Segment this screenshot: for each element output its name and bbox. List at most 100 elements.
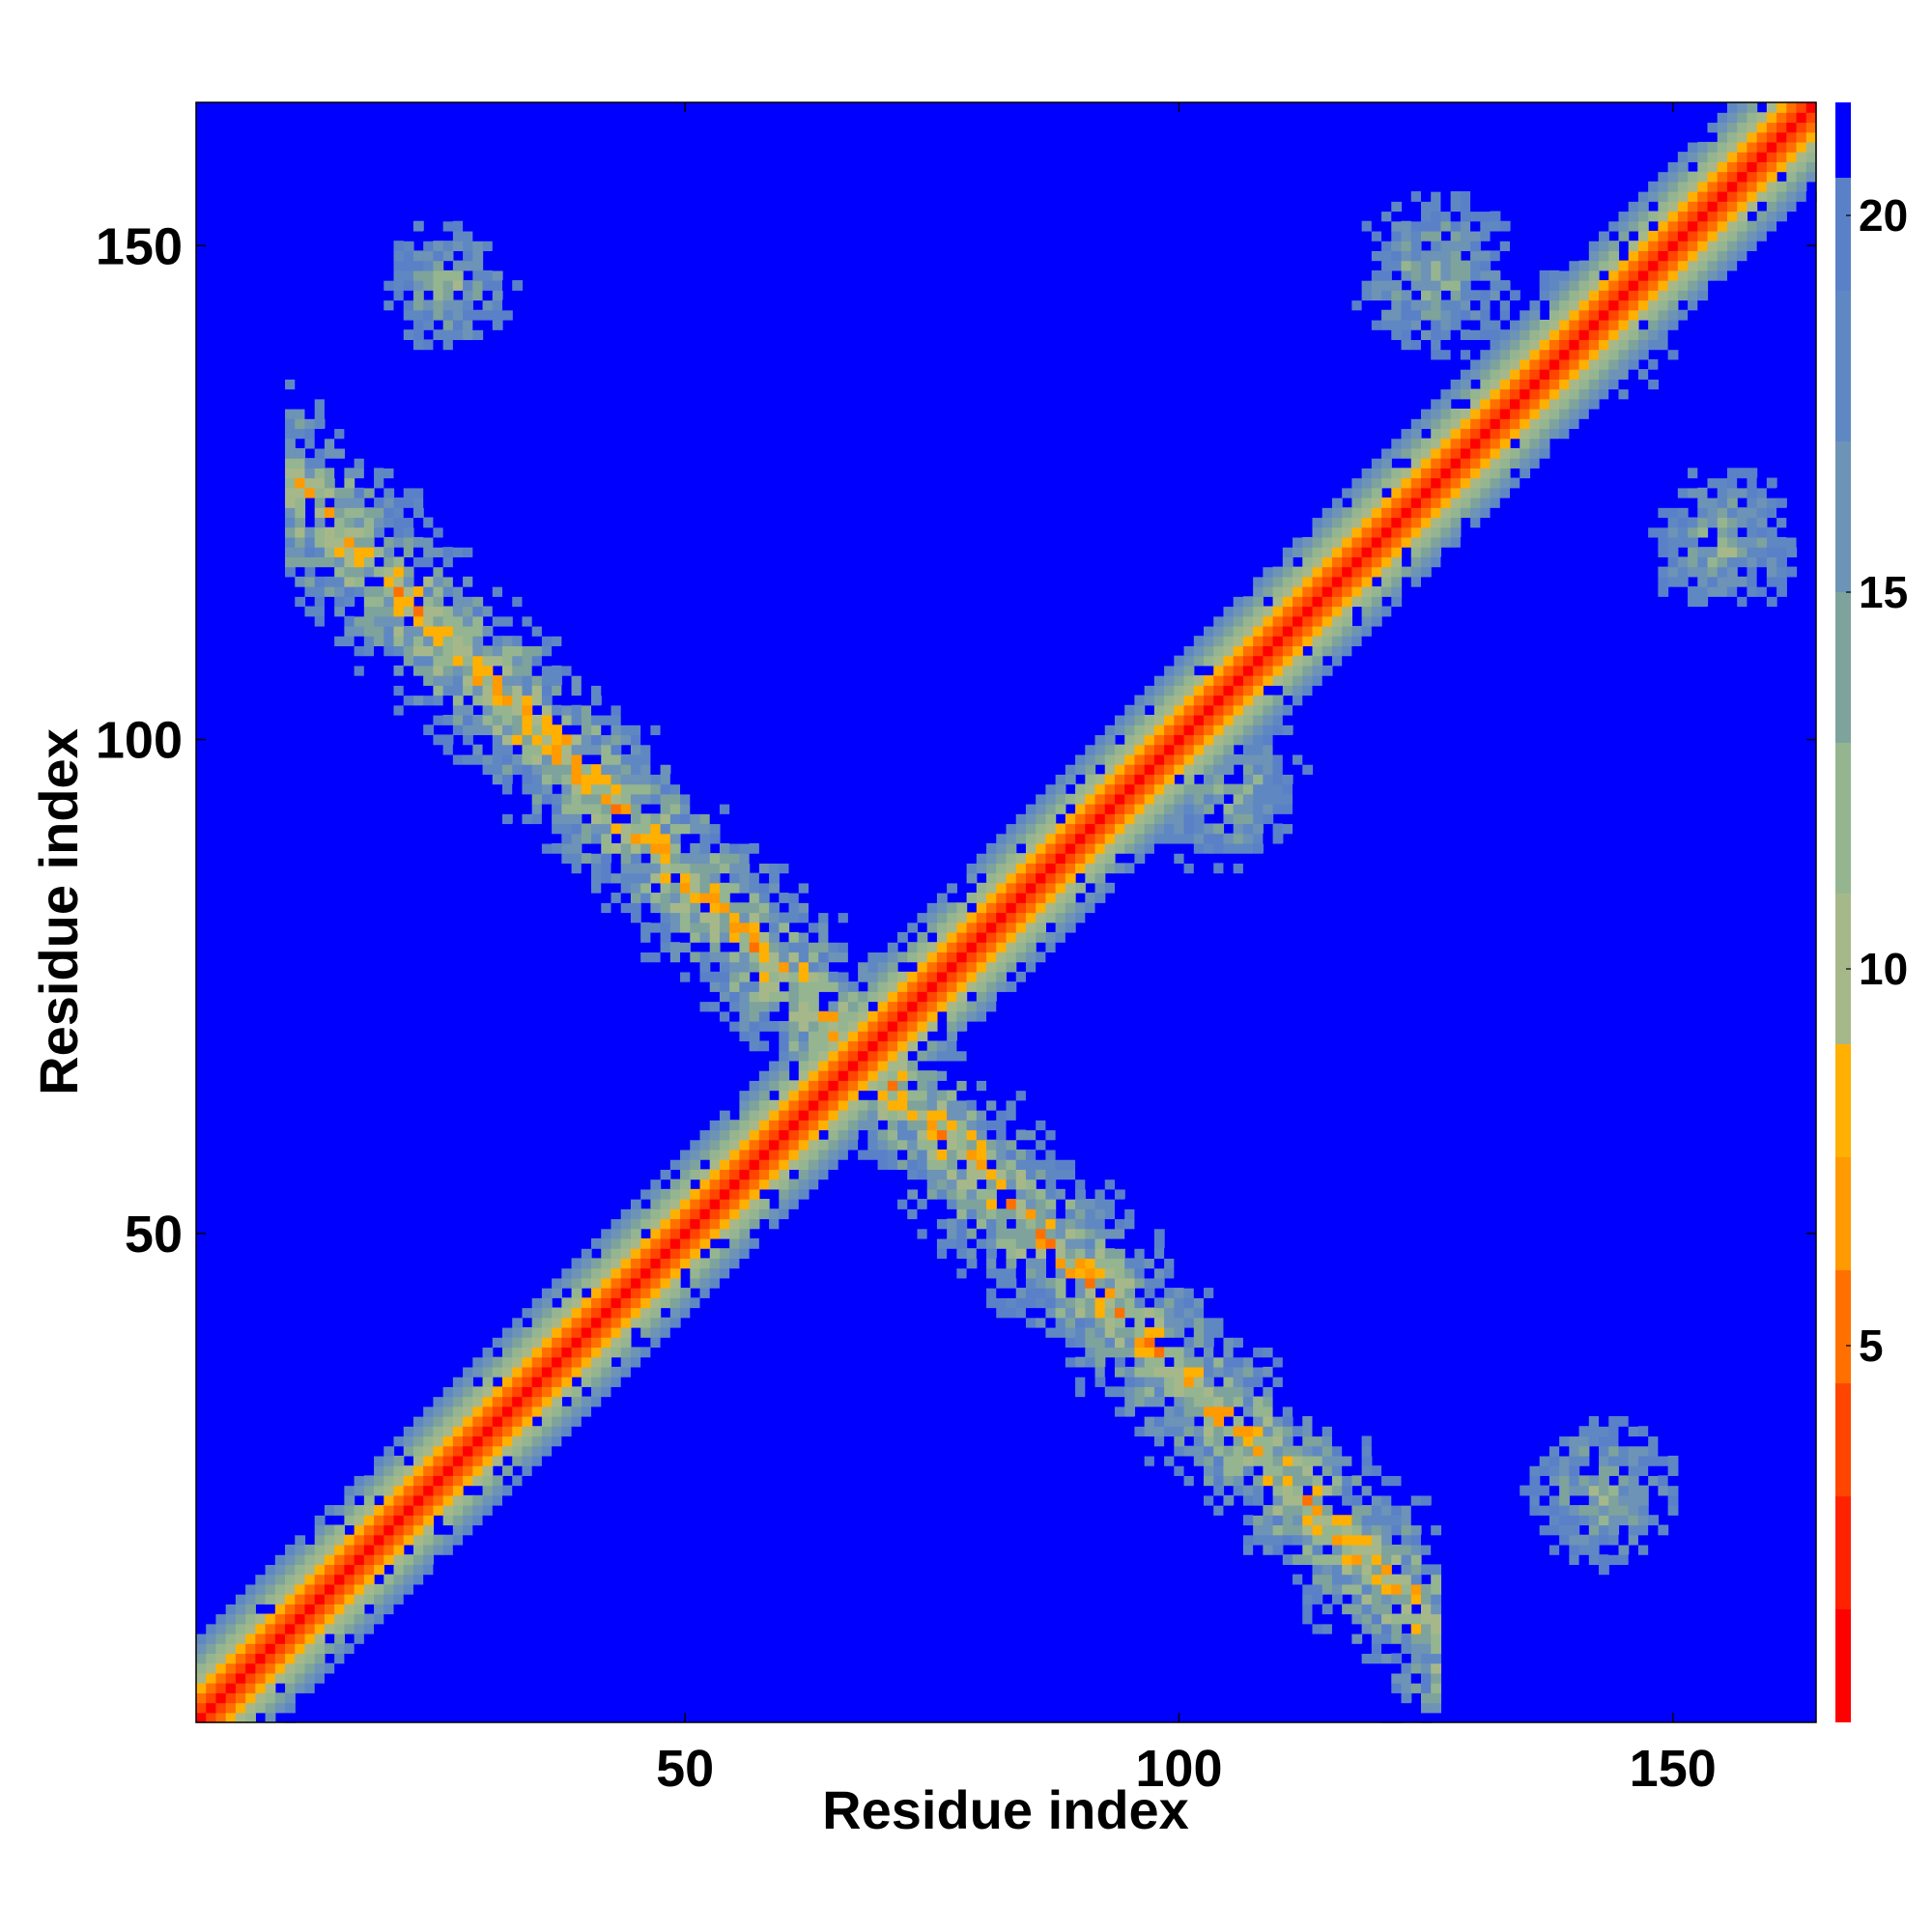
heatmap-cell: [374, 438, 384, 449]
heatmap-cell: [976, 1060, 987, 1071]
heatmap-cell: [1331, 615, 1343, 627]
heatmap-cell: [1015, 872, 1027, 884]
heatmap-cell: [1331, 1633, 1343, 1644]
heatmap-cell: [295, 1604, 306, 1615]
heatmap-cell: [1361, 526, 1373, 538]
heatmap-cell: [956, 1010, 968, 1022]
heatmap-cell: [442, 615, 454, 627]
heatmap-cell: [591, 1377, 602, 1387]
heatmap-cell: [1045, 793, 1057, 805]
heatmap-cell: [1124, 813, 1136, 825]
heatmap-cell: [739, 1159, 751, 1170]
heatmap-cell: [324, 1672, 335, 1684]
heatmap-cell: [769, 991, 780, 1003]
heatmap-cell: [1144, 1465, 1155, 1476]
heatmap-cell: [501, 1465, 513, 1476]
heatmap-cell: [620, 833, 632, 844]
heatmap-cell: [412, 1494, 424, 1506]
heatmap-cell: [393, 1435, 405, 1447]
heatmap-cell: [1242, 1465, 1254, 1476]
heatmap-cell: [384, 447, 395, 459]
heatmap-cell: [1361, 606, 1373, 617]
heatmap-cell: [897, 1188, 908, 1200]
heatmap-cell: [1104, 1297, 1116, 1309]
heatmap-cell: [947, 931, 957, 943]
heatmap-cell: [344, 497, 355, 508]
heatmap-cell: [858, 1169, 868, 1180]
heatmap-cell: [384, 1455, 395, 1466]
heatmap-cell: [976, 902, 987, 914]
heatmap-cell: [1164, 1445, 1175, 1457]
heatmap-cell: [947, 1090, 957, 1101]
heatmap-cell: [1174, 1347, 1185, 1358]
heatmap-cell: [1193, 675, 1205, 686]
heatmap-cell: [463, 1534, 473, 1546]
heatmap-cell: [1213, 1277, 1225, 1289]
heatmap-cell: [1174, 655, 1185, 667]
heatmap-cell: [1153, 695, 1165, 706]
heatmap-cell: [571, 1297, 582, 1309]
heatmap-cell: [423, 477, 435, 489]
heatmap-cell: [1272, 615, 1284, 627]
heatmap-cell: [936, 1228, 948, 1239]
heatmap-cell: [917, 1010, 928, 1022]
heatmap-cell: [749, 1139, 760, 1151]
heatmap-cell: [926, 981, 938, 992]
heatmap-cell: [1055, 1337, 1066, 1349]
heatmap-cell: [552, 1307, 562, 1319]
heatmap-cell: [403, 1554, 414, 1565]
heatmap-cell: [304, 369, 316, 380]
heatmap-cell: [344, 586, 355, 597]
heatmap-cell: [1114, 1366, 1125, 1378]
heatmap-cell: [384, 270, 395, 281]
heatmap-cell: [552, 1406, 562, 1417]
heatmap-cell: [996, 1297, 1008, 1309]
heatmap-cell: [630, 823, 641, 835]
heatmap-cell: [571, 1317, 582, 1328]
heatmap-cell: [354, 408, 365, 419]
heatmap-cell: [1272, 1583, 1284, 1595]
heatmap-cell: [1242, 793, 1254, 805]
heatmap-cell: [1144, 1337, 1155, 1349]
heatmap-cell: [1302, 547, 1314, 557]
heatmap-cell: [265, 1702, 276, 1714]
heatmap-cell: [611, 724, 622, 736]
heatmap-cell: [571, 813, 582, 825]
heatmap-cell: [1312, 1435, 1323, 1447]
heatmap-cell: [630, 833, 641, 844]
heatmap-cell: [1193, 1258, 1205, 1269]
heatmap-cell: [818, 1020, 830, 1032]
heatmap-cell: [669, 724, 681, 736]
heatmap-cell: [442, 220, 454, 232]
heatmap-cell: [1331, 487, 1343, 498]
heatmap-cell: [1094, 1267, 1106, 1279]
heatmap-cell: [818, 952, 830, 963]
heatmap-cell: [1361, 1672, 1373, 1684]
heatmap-cell: [1242, 1445, 1254, 1457]
heatmap-cell: [1045, 1317, 1057, 1328]
heatmap-cell: [1342, 517, 1352, 528]
heatmap-cell: [1045, 1129, 1057, 1141]
heatmap-cell: [423, 606, 435, 617]
heatmap-cell: [798, 922, 810, 933]
heatmap-cell: [1361, 556, 1373, 568]
heatmap-cell: [344, 1594, 355, 1605]
heatmap-cell: [650, 872, 662, 884]
heatmap-cell: [1183, 1445, 1195, 1457]
heatmap-cell: [709, 1267, 721, 1279]
heatmap-cell: [295, 517, 306, 528]
heatmap-cell: [838, 1010, 849, 1022]
heatmap-cell: [403, 695, 414, 706]
heatmap-cell: [225, 1683, 237, 1693]
heatmap-cell: [1065, 1169, 1076, 1180]
heatmap-cell: [719, 1129, 730, 1141]
heatmap-cell: [1351, 1623, 1363, 1634]
heatmap-cell: [541, 1326, 553, 1338]
heatmap-cell: [1006, 893, 1017, 903]
heatmap-cell: [947, 1020, 957, 1032]
heatmap-cell: [669, 753, 681, 765]
heatmap-cell: [1361, 1623, 1373, 1634]
heatmap-cell: [1104, 1267, 1116, 1279]
heatmap-cell: [1153, 783, 1165, 795]
heatmap-cell: [699, 1297, 711, 1309]
